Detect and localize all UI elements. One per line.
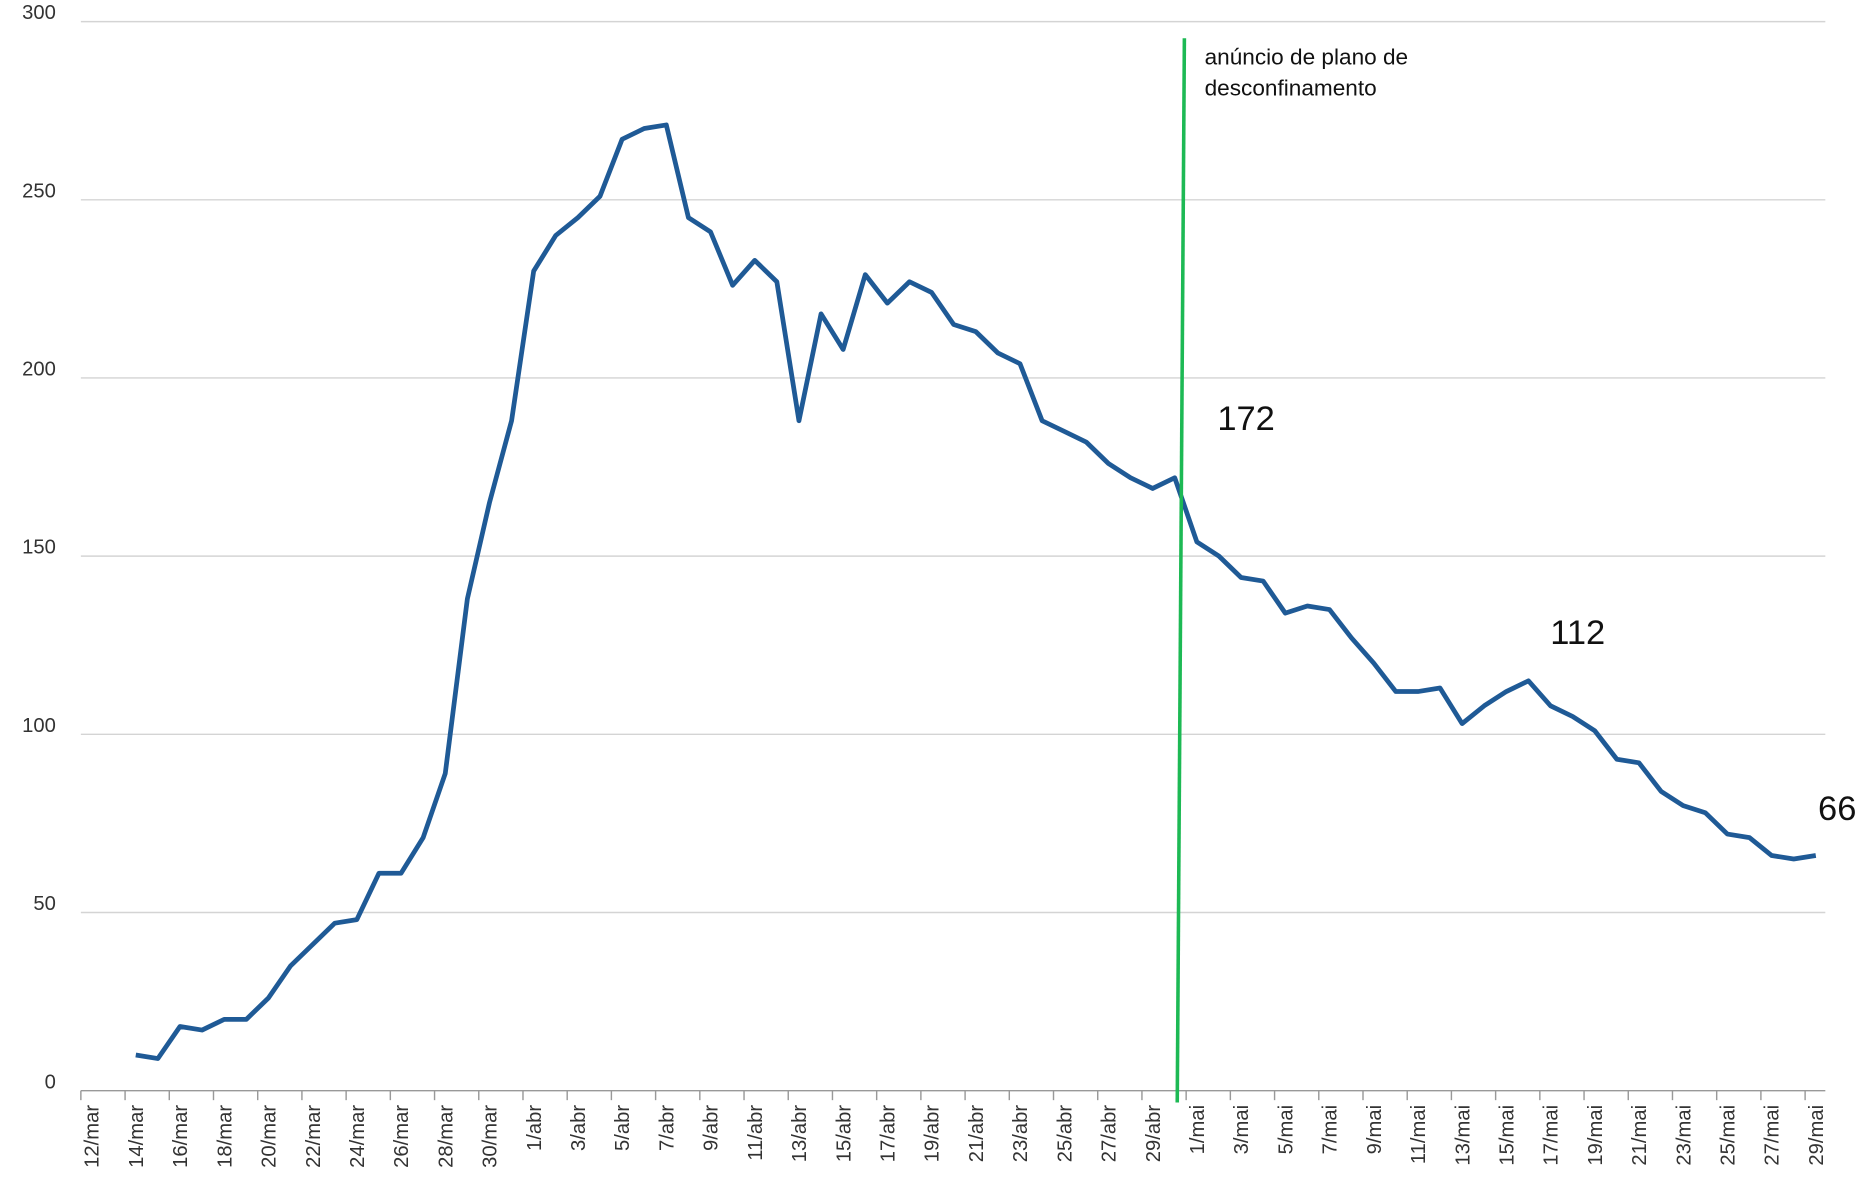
annotation: anúncio de plano de desconfinamento [1204, 45, 1409, 102]
x-tick-label: 3/abr [568, 1105, 590, 1151]
y-tick-label: 300 [22, 2, 56, 24]
x-tick-label: 1/abr [524, 1105, 546, 1151]
annotation-box: anúncio de plano de desconfinamento [1204, 45, 1409, 102]
y-tick-label: 250 [22, 180, 56, 202]
x-tick-label: 29/mai [1806, 1105, 1828, 1166]
x-tick-label: 27/abr [1099, 1105, 1121, 1163]
x-tick-label: 25/mai [1718, 1105, 1740, 1166]
x-tick-label: 28/mar [435, 1105, 457, 1168]
x-tick-label: 17/abr [878, 1105, 900, 1163]
x-tick-label: 14/mar [126, 1105, 148, 1168]
x-tick-label: 11/abr [745, 1105, 767, 1161]
x-tick-label: 7/mai [1320, 1105, 1342, 1154]
x-tick-label: 27/mai [1762, 1105, 1784, 1166]
x-tick-label: 18/mar [214, 1105, 236, 1168]
x-tick-label: 24/mar [347, 1105, 369, 1168]
y-tick-label: 0 [45, 1071, 56, 1093]
y-tick-label: 100 [22, 715, 56, 737]
x-tick-label: 20/mar [259, 1105, 281, 1168]
x-tick-label: 13/mai [1452, 1105, 1474, 1166]
y-tick-label: 150 [22, 537, 56, 559]
annotation-line [1175, 38, 1187, 1103]
x-tick-label: 19/abr [922, 1105, 944, 1163]
x-tick-label: 22/mar [303, 1105, 325, 1168]
x-tick-label: 1/mai [1187, 1105, 1209, 1154]
data-label: 112 [1550, 614, 1605, 652]
x-tick-label: 15/mai [1496, 1105, 1518, 1166]
x-tick-label: 26/mar [391, 1105, 413, 1168]
x-tick-label: 23/mai [1673, 1105, 1695, 1166]
y-tick-label: 50 [33, 893, 55, 915]
data-label: 172 [1217, 400, 1275, 438]
x-tick-label: 12/mar [82, 1105, 104, 1168]
x-tick-label: 5/abr [612, 1105, 634, 1151]
x-tick-label: 29/abr [1143, 1105, 1165, 1163]
x-tick-label: 23/abr [1010, 1105, 1032, 1163]
data-line [135, 122, 1817, 1061]
x-tick-label: 9/abr [701, 1105, 723, 1151]
x-tick-label: 19/mai [1585, 1105, 1607, 1166]
x-tick-label: 30/mar [480, 1105, 502, 1168]
x-tick-label: 5/mai [1275, 1105, 1297, 1154]
x-tick-label: 25/abr [1054, 1105, 1076, 1163]
x-tick-label: 3/mai [1231, 1105, 1253, 1154]
x-tick-label: 9/mai [1364, 1105, 1386, 1154]
x-tick-label: 21/abr [966, 1105, 988, 1163]
x-tick-label: 11/mai [1408, 1105, 1430, 1164]
x-tick-label: 17/mai [1541, 1105, 1563, 1166]
data-label: 66 [1818, 790, 1856, 828]
x-tick-label: 15/abr [833, 1105, 855, 1163]
y-tick-label: 200 [22, 359, 56, 381]
x-tick-label: 21/mai [1629, 1105, 1651, 1166]
x-tick-label: 13/abr [789, 1105, 811, 1163]
x-tick-label: 16/mar [170, 1105, 192, 1168]
x-tick-label: 7/abr [656, 1105, 678, 1151]
